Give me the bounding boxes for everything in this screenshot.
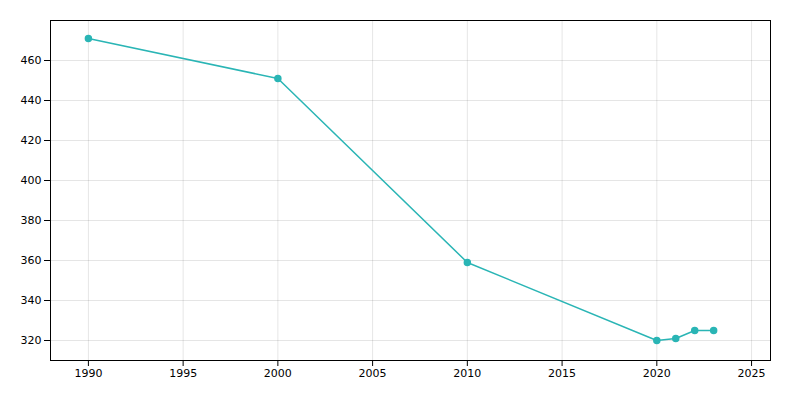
svg-text:1990: 1990 [74,367,102,380]
svg-text:2005: 2005 [359,367,387,380]
svg-text:320: 320 [21,334,42,347]
svg-text:400: 400 [21,174,42,187]
svg-text:2000: 2000 [264,367,292,380]
svg-text:380: 380 [21,214,42,227]
svg-text:460: 460 [21,54,42,67]
svg-text:2020: 2020 [643,367,671,380]
svg-text:2010: 2010 [453,367,481,380]
svg-text:2025: 2025 [738,367,766,380]
svg-text:2015: 2015 [548,367,576,380]
svg-text:420: 420 [21,134,42,147]
svg-text:340: 340 [21,294,42,307]
svg-text:1995: 1995 [169,367,197,380]
svg-text:440: 440 [21,94,42,107]
svg-text:360: 360 [21,254,42,267]
